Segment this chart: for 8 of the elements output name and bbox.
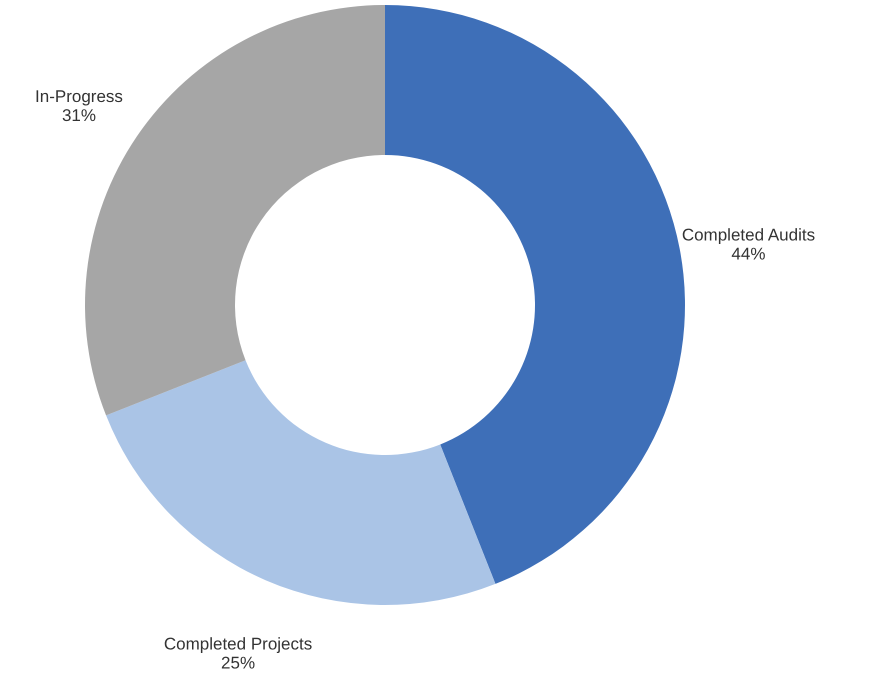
data-label: 25%: [221, 654, 256, 673]
donut-slice: [385, 5, 684, 584]
slice-label: Completed Audits: [682, 226, 816, 245]
donut-slice: [106, 360, 496, 605]
slice-label: Completed Projects: [164, 634, 312, 654]
data-label: 31%: [62, 106, 96, 126]
slice-label: In-Progress: [35, 87, 123, 106]
data-label: 44%: [731, 244, 766, 264]
